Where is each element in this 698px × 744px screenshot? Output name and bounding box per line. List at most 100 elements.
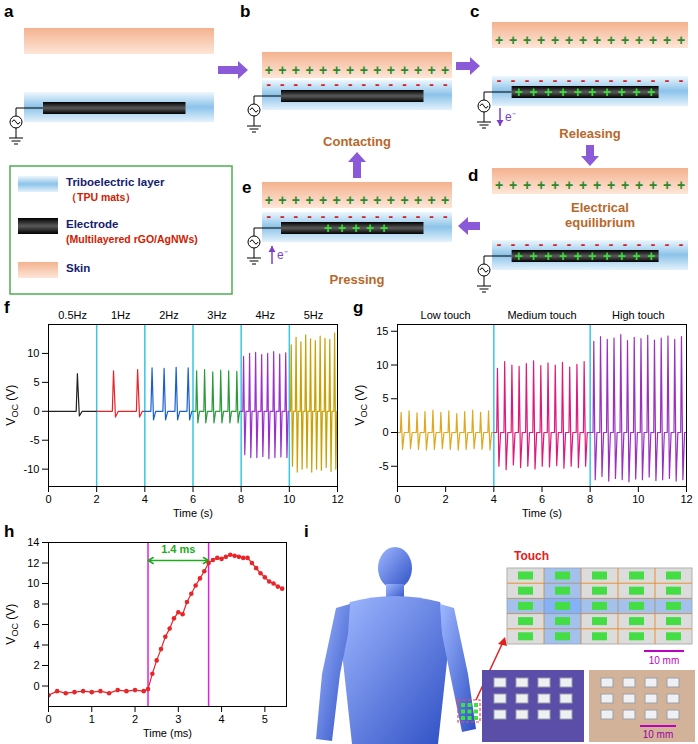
svg-text:+: + xyxy=(647,84,655,100)
svg-text:+: + xyxy=(621,177,629,193)
svg-text:1Hz: 1Hz xyxy=(111,309,131,321)
svg-text:-: - xyxy=(402,76,407,92)
svg-text:+: + xyxy=(414,192,422,208)
svg-text:-: - xyxy=(567,72,572,88)
svg-text:+: + xyxy=(515,248,523,264)
svg-text:(Multilayered rGO/AgNWs): (Multilayered rGO/AgNWs) xyxy=(66,233,198,245)
svg-text:+: + xyxy=(544,84,552,100)
svg-text:-: - xyxy=(553,236,558,252)
svg-text:+: + xyxy=(515,84,523,100)
svg-text:0: 0 xyxy=(33,405,39,417)
svg-text:+: + xyxy=(593,177,601,193)
svg-text:-: - xyxy=(497,236,502,252)
svg-text:-: - xyxy=(294,76,299,92)
svg-text:-: - xyxy=(280,76,285,92)
svg-text:+: + xyxy=(495,177,503,193)
svg-text:5Hz: 5Hz xyxy=(304,309,324,321)
svg-text:-: - xyxy=(567,236,572,252)
svg-text:10: 10 xyxy=(632,493,644,505)
svg-text:+: + xyxy=(635,32,643,48)
svg-text:0.5Hz: 0.5Hz xyxy=(58,309,87,321)
svg-text:+: + xyxy=(338,220,346,236)
svg-text:1.4 ms: 1.4 ms xyxy=(161,543,195,555)
svg-text:+: + xyxy=(333,192,341,208)
svg-text:+: + xyxy=(574,84,582,100)
svg-text:+: + xyxy=(618,248,626,264)
svg-text:8: 8 xyxy=(587,493,593,505)
svg-text:+: + xyxy=(632,248,640,264)
svg-text:-: - xyxy=(307,76,312,92)
svg-text:Skin: Skin xyxy=(66,262,90,274)
svg-text:+: + xyxy=(588,248,596,264)
svg-text:-: - xyxy=(429,208,434,224)
svg-text:Touch: Touch xyxy=(514,549,549,563)
svg-text:+: + xyxy=(373,192,381,208)
svg-text:-: - xyxy=(679,236,684,252)
svg-text:2Hz: 2Hz xyxy=(159,309,179,321)
svg-text:0: 0 xyxy=(45,713,51,725)
svg-text:-: - xyxy=(321,76,326,92)
svg-text:+: + xyxy=(346,192,354,208)
svg-text:-: - xyxy=(416,76,421,92)
svg-text:-10: -10 xyxy=(24,463,40,475)
svg-text:+: + xyxy=(607,32,615,48)
svg-text:+: + xyxy=(649,177,657,193)
svg-text:Time (s): Time (s) xyxy=(522,507,562,519)
svg-text:Releasing: Releasing xyxy=(559,126,620,141)
svg-text:2: 2 xyxy=(94,493,100,505)
svg-text:+: + xyxy=(551,32,559,48)
svg-text:Low touch: Low touch xyxy=(421,309,471,321)
svg-text:+: + xyxy=(305,192,313,208)
svg-text:+: + xyxy=(565,177,573,193)
svg-text:e⁻: e⁻ xyxy=(277,248,288,262)
svg-text:5: 5 xyxy=(382,392,388,404)
svg-text:14: 14 xyxy=(27,536,39,548)
svg-text:Electrical: Electrical xyxy=(571,200,629,215)
svg-text:12: 12 xyxy=(331,493,343,505)
svg-text:+: + xyxy=(607,177,615,193)
svg-text:10 mm: 10 mm xyxy=(649,655,680,666)
svg-text:+: + xyxy=(677,32,685,48)
svg-text:5: 5 xyxy=(262,713,268,725)
svg-text:+: + xyxy=(635,177,643,193)
svg-text:0: 0 xyxy=(45,493,51,505)
svg-text:+: + xyxy=(387,192,395,208)
svg-text:+: + xyxy=(523,177,531,193)
svg-text:-: - xyxy=(443,208,448,224)
svg-text:4: 4 xyxy=(491,493,497,505)
svg-text:+: + xyxy=(603,84,611,100)
svg-text:+: + xyxy=(565,32,573,48)
svg-text:+: + xyxy=(544,248,552,264)
svg-text:equilibrium: equilibrium xyxy=(565,215,635,230)
svg-text:10: 10 xyxy=(283,493,295,505)
svg-text:+: + xyxy=(649,32,657,48)
svg-text:+: + xyxy=(647,248,655,264)
svg-text:-: - xyxy=(361,76,366,92)
svg-text:-: - xyxy=(375,76,380,92)
svg-text:2: 2 xyxy=(443,493,449,505)
svg-text:-: - xyxy=(416,208,421,224)
svg-text:+: + xyxy=(292,192,300,208)
svg-text:2: 2 xyxy=(33,659,39,671)
svg-text:-: - xyxy=(429,76,434,92)
svg-text:-: - xyxy=(389,76,394,92)
svg-text:-: - xyxy=(334,76,339,92)
svg-text:-5: -5 xyxy=(379,460,389,472)
svg-text:+: + xyxy=(352,220,360,236)
svg-text:5: 5 xyxy=(33,376,39,388)
svg-text:+: + xyxy=(523,32,531,48)
svg-text:+: + xyxy=(574,248,582,264)
svg-text:+: + xyxy=(530,84,538,100)
svg-text:+: + xyxy=(495,32,503,48)
svg-text:0: 0 xyxy=(33,680,39,692)
svg-text:4Hz: 4Hz xyxy=(255,309,275,321)
svg-text:High touch: High touch xyxy=(612,309,665,321)
svg-text:-: - xyxy=(553,72,558,88)
svg-text:（TPU mats）: （TPU mats） xyxy=(66,191,136,204)
svg-text:8: 8 xyxy=(238,493,244,505)
svg-text:4: 4 xyxy=(33,639,39,651)
svg-text:-: - xyxy=(389,208,394,224)
svg-text:15: 15 xyxy=(376,325,388,337)
svg-text:-: - xyxy=(307,208,312,224)
svg-text:Pressing: Pressing xyxy=(330,272,385,287)
